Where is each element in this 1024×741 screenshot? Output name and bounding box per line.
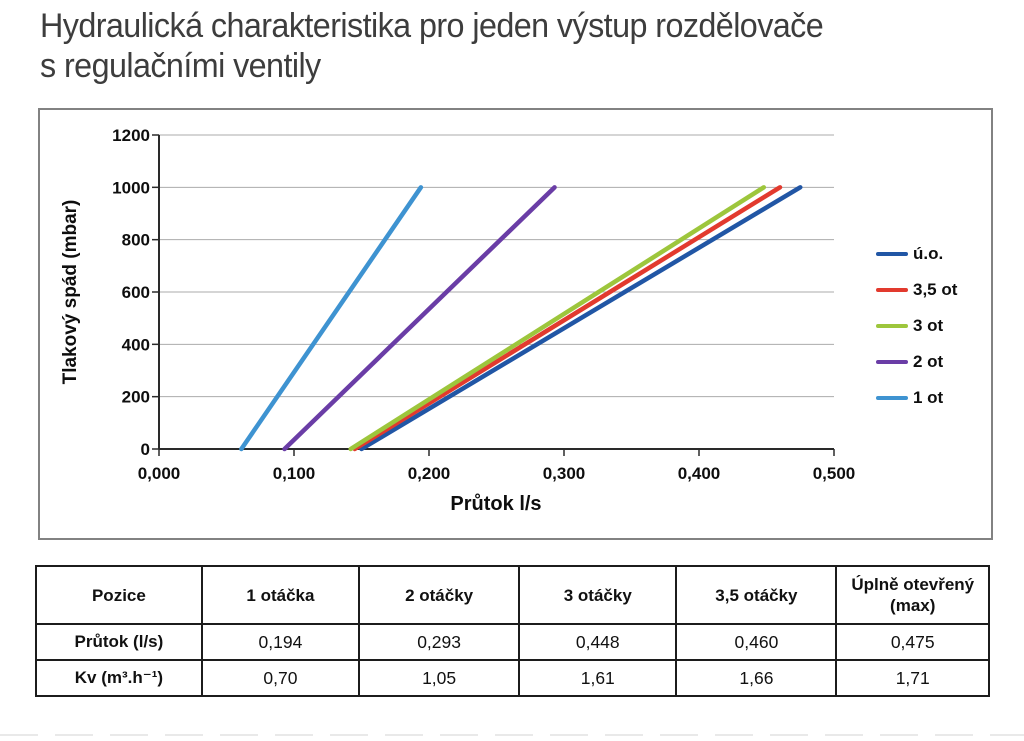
legend-label: ú.o. <box>913 244 944 263</box>
hydraulic-characteristic-chart: 0 200 400 600 800 1000 1200 0,000 0,100 0,200 0,30… <box>38 108 993 540</box>
legend-swatch <box>876 360 908 364</box>
table-header-cell: 3,5 otáčky <box>675 565 838 625</box>
table-row-label: Kv (m³.h⁻¹) <box>35 659 203 697</box>
table-cell: 1,71 <box>835 659 990 697</box>
y-tick-label: 0 <box>141 440 150 459</box>
legend-swatch <box>876 288 908 292</box>
series-line-3-5-ot <box>352 185 783 452</box>
table-row-label: Průtok (l/s) <box>35 623 203 661</box>
x-tick-label: 0,100 <box>273 464 316 483</box>
chart-canvas: 0 200 400 600 800 1000 1200 0,000 0,100 0,200 0,30… <box>60 126 856 515</box>
table-cell: 1,66 <box>675 659 838 697</box>
legend-label: 3 ot <box>913 316 944 335</box>
table-cell: 0,194 <box>200 623 361 661</box>
legend-swatch <box>876 324 908 328</box>
table-cell: 0,293 <box>358 623 521 661</box>
y-tick-label: 1000 <box>112 178 150 197</box>
x-tick-label: 0,200 <box>408 464 451 483</box>
valve-position-table: Pozice 1 otáčka 2 otáčky 3 otáčky 3,5 otáčky… <box>35 565 990 697</box>
legend-label: 2 ot <box>913 352 944 371</box>
table-cell: 0,448 <box>518 623 678 661</box>
y-axis-title: Tlakový spád (mbar) <box>60 200 81 385</box>
y-tick-label: 200 <box>122 388 150 407</box>
series-line-3-ot <box>348 185 767 452</box>
legend-item: 3,5 ot <box>876 280 986 300</box>
table-header-cell: Úplně otevřený (max) <box>835 565 990 625</box>
series-line-1-ot <box>239 185 424 452</box>
page-title-line2: s regulačními ventily <box>40 47 321 85</box>
y-tick-label: 1200 <box>112 126 150 145</box>
x-tick-label: 0,500 <box>813 464 856 483</box>
y-tick-label: 400 <box>122 335 150 354</box>
valve-position-table-wrap: Pozice 1 otáčka 2 otáčky 3 otáčky 3,5 otáčky… <box>35 565 990 697</box>
table-cell: 0,475 <box>835 623 990 661</box>
table-cell: 0,70 <box>200 659 361 697</box>
legend-swatch <box>876 252 908 256</box>
table-header-row: Pozice 1 otáčka 2 otáčky 3 otáčky 3,5 otáčky… <box>35 565 990 625</box>
legend-swatch <box>876 396 908 400</box>
y-tick-label: 600 <box>122 283 150 302</box>
page-bottom-divider <box>0 734 1024 736</box>
table-header-cell: 1 otáčka <box>200 565 361 625</box>
page-title: Hydraulická charakteristika pro jeden vý… <box>40 6 824 86</box>
x-tick-label: 0,000 <box>138 464 181 483</box>
x-axis-title: Průtok l/s <box>450 493 541 515</box>
table-row: Kv (m³.h⁻¹) 0,70 1,05 1,61 1,66 1,71 <box>35 659 990 697</box>
table-header-cell: Pozice <box>35 565 203 625</box>
x-tick-label: 0,400 <box>678 464 721 483</box>
x-tick-label: 0,300 <box>543 464 586 483</box>
table-cell: 0,460 <box>675 623 838 661</box>
legend-item: 2 ot <box>876 352 986 372</box>
y-tick-label: 800 <box>122 231 150 250</box>
table-cell: 1,05 <box>358 659 521 697</box>
table-header-cell: 3 otáčky <box>518 565 678 625</box>
legend-item: 3 ot <box>876 316 986 336</box>
chart-legend: ú.o. 3,5 ot 3 ot 2 ot 1 ot <box>876 244 986 424</box>
legend-item: 1 ot <box>876 388 986 408</box>
table-cell: 1,61 <box>518 659 678 697</box>
legend-label: 1 ot <box>913 388 944 407</box>
legend-label: 3,5 ot <box>913 280 958 299</box>
table-header-cell: 2 otáčky <box>358 565 521 625</box>
page-title-line1: Hydraulická charakteristika pro jeden vý… <box>40 7 824 45</box>
series-line-2-ot <box>282 185 557 452</box>
table-row: Průtok (l/s) 0,194 0,293 0,448 0,460 0,475 <box>35 623 990 661</box>
legend-item: ú.o. <box>876 244 986 264</box>
series-line--o- <box>359 185 803 452</box>
